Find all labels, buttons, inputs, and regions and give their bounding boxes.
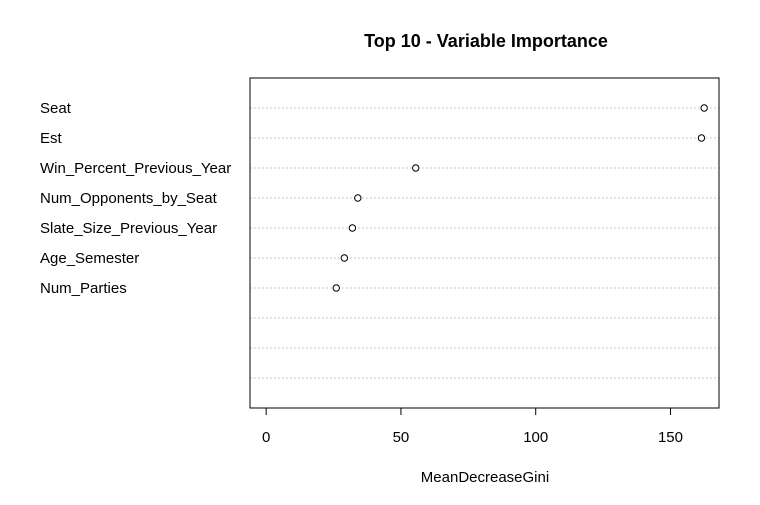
category-label: Age_Semester bbox=[40, 250, 139, 267]
chart-title: Top 10 - Variable Importance bbox=[364, 31, 608, 51]
data-point bbox=[332, 284, 340, 292]
x-tick-label: 0 bbox=[262, 429, 270, 446]
x-tick-label: 150 bbox=[658, 429, 683, 446]
category-labels: Seat Est Win_Percent_Previous_Year Num_Oppo… bbox=[40, 100, 231, 297]
category-label: Est bbox=[40, 130, 63, 147]
x-axis: 0 50 100 150 bbox=[262, 407, 683, 446]
data-points bbox=[332, 104, 708, 292]
data-point bbox=[697, 134, 706, 142]
category-label: Num_Parties bbox=[40, 280, 127, 297]
gridlines bbox=[250, 107, 719, 379]
plot-frame bbox=[249, 77, 720, 409]
data-point bbox=[354, 194, 362, 202]
data-point bbox=[700, 104, 708, 112]
category-label: Num_Opponents_by_Seat bbox=[40, 190, 218, 207]
category-label: Win_Percent_Previous_Year bbox=[40, 160, 231, 177]
x-tick-label: 50 bbox=[393, 429, 410, 446]
category-label: Slate_Size_Previous_Year bbox=[40, 220, 217, 237]
x-axis-label: MeanDecreaseGini bbox=[421, 469, 549, 486]
data-point bbox=[340, 254, 349, 262]
category-label: Seat bbox=[40, 100, 72, 117]
x-tick-label: 100 bbox=[523, 429, 548, 446]
data-point bbox=[412, 164, 420, 172]
data-point bbox=[348, 224, 357, 232]
